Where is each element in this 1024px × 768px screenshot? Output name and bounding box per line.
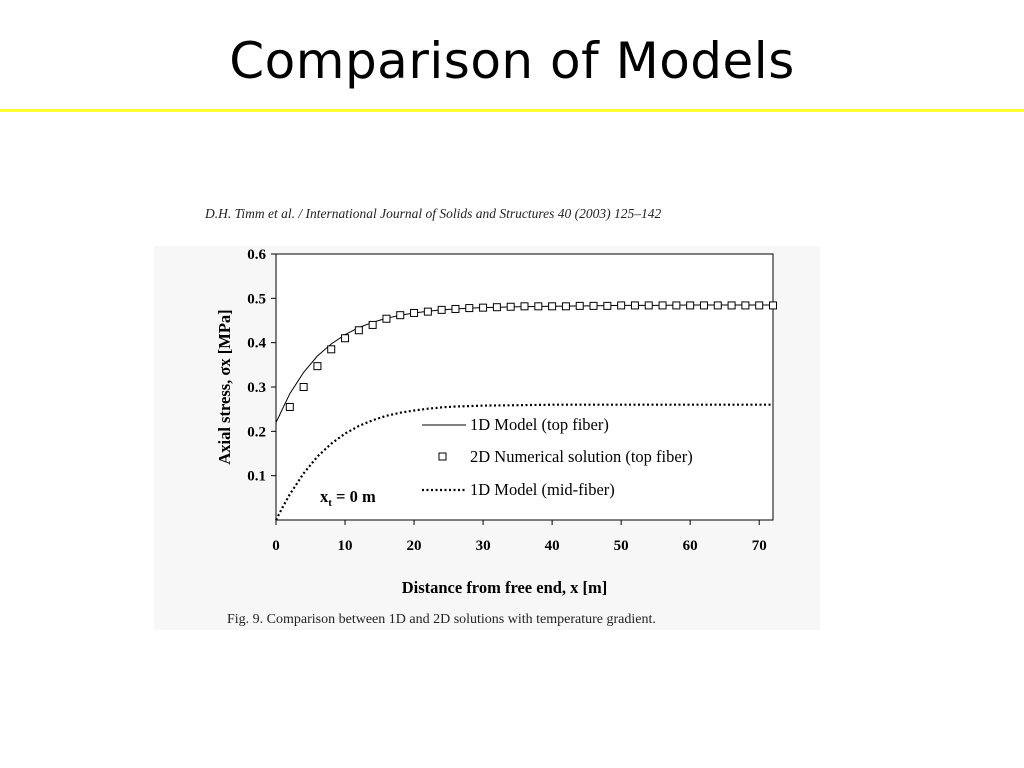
data-point-2d-top-fiber [396, 311, 405, 320]
data-point-2d-top-fiber [672, 301, 681, 310]
data-point-2d-top-fiber [741, 301, 750, 310]
data-point-2d-top-fiber [561, 302, 570, 311]
y-tick-label: 0.1 [247, 469, 266, 485]
data-point-2d-top-fiber [686, 301, 695, 310]
legend-marker [438, 452, 447, 461]
y-axis-title: Axial stress, σx [MPa] [215, 309, 234, 464]
data-point-2d-top-fiber [479, 303, 488, 312]
y-tick-label: 0.2 [247, 424, 266, 440]
x-tick-label: 10 [338, 538, 353, 554]
annotation: xt = 0 m [320, 487, 376, 509]
data-point-2d-top-fiber [548, 302, 557, 311]
series [275, 301, 777, 521]
stress-chart: 0 10 20 30 40 50 60 70 0.1 0.2 0.3 0.4 0.5 0.6 1D Mod… [215, 247, 777, 597]
data-point-2d-top-fiber [617, 301, 626, 310]
data-point-2d-top-fiber [520, 302, 529, 311]
y-tick-label: 0.6 [247, 247, 266, 263]
data-point-2d-top-fiber [299, 383, 308, 391]
legend: 1D Model (top fiber) 2D Numerical solutio… [422, 415, 693, 499]
data-point-2d-top-fiber [534, 302, 543, 311]
data-point-2d-top-fiber [285, 402, 294, 411]
figure-caption: Fig. 9. Comparison between 1D and 2D sol… [227, 612, 656, 627]
data-point-2d-top-fiber [354, 326, 363, 335]
axes: 0 10 20 30 40 50 60 70 0.1 0.2 0.3 0.4 0.5 0.6 [247, 247, 774, 554]
legend-label: 2D Numerical solution (top fiber) [470, 447, 693, 466]
data-point-2d-top-fiber [769, 301, 777, 310]
data-point-2d-top-fiber [630, 301, 639, 310]
data-point-2d-top-fiber [437, 305, 446, 314]
legend-label: 1D Model (top fiber) [470, 415, 609, 434]
x-tick-label: 20 [407, 538, 422, 554]
data-point-2d-top-fiber [506, 302, 515, 311]
data-point-2d-top-fiber [382, 314, 391, 323]
title-underline [0, 109, 1024, 112]
y-tick-label: 0.5 [247, 291, 266, 307]
data-point-2d-top-fiber [603, 301, 612, 310]
figure-citation: D.H. Timm et al. / International Journal… [205, 206, 662, 221]
legend-label: 1D Model (mid-fiber) [470, 480, 615, 499]
y-tick-label: 0.3 [247, 380, 266, 396]
data-point-2d-top-fiber [658, 301, 667, 310]
data-point-2d-top-fiber [341, 334, 350, 343]
plot-frame [275, 253, 774, 521]
data-point-2d-top-fiber [423, 307, 432, 316]
x-tick-label: 60 [683, 538, 698, 554]
x-tick-label: 30 [476, 538, 491, 554]
data-point-2d-top-fiber [313, 362, 322, 371]
data-point-2d-top-fiber [327, 345, 336, 354]
data-point-2d-top-fiber [727, 301, 736, 310]
data-point-2d-top-fiber [575, 301, 584, 310]
data-point-2d-top-fiber [465, 304, 474, 313]
slide-title: Comparison of Models [229, 32, 795, 90]
data-point-2d-top-fiber [451, 304, 460, 313]
x-tick-label: 50 [614, 538, 629, 554]
x-tick-label: 40 [545, 538, 560, 554]
figure-panel: 0 10 20 30 40 50 60 70 0.1 0.2 0.3 0.4 0.5 0.6 1D Mod… [154, 246, 820, 630]
data-point-2d-top-fiber [755, 301, 764, 310]
data-point-2d-top-fiber [368, 320, 377, 329]
data-point-2d-top-fiber [713, 301, 722, 310]
x-tick-label: 0 [272, 538, 280, 554]
data-point-2d-top-fiber [492, 303, 501, 312]
data-point-2d-top-fiber [589, 301, 598, 310]
x-tick-label: 70 [752, 538, 767, 554]
data-point-2d-top-fiber [644, 301, 653, 310]
data-point-2d-top-fiber [699, 301, 708, 310]
annotation-xt: xt = 0 m [320, 487, 376, 509]
x-axis-title: Distance from free end, x [m] [402, 578, 608, 597]
data-point-2d-top-fiber [410, 308, 419, 317]
y-tick-label: 0.4 [247, 336, 266, 352]
